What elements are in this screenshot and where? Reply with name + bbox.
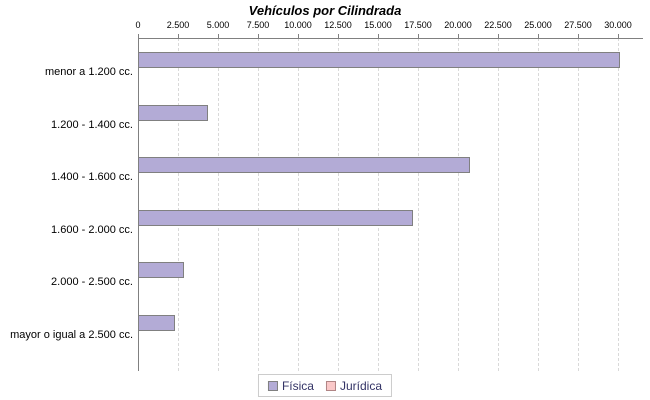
legend-item-juridica: Jurídica	[325, 378, 383, 393]
category-label: mayor o igual a 2.500 cc.	[10, 329, 133, 341]
gridline	[218, 38, 219, 371]
chart-title: Vehículos por Cilindrada	[248, 3, 402, 18]
gridline	[258, 38, 259, 371]
bar-fisica	[138, 104, 208, 121]
tick-mark	[218, 34, 219, 38]
bar-fisica	[138, 52, 620, 68]
x-tick-label: 27.500	[564, 20, 592, 30]
category-label: 2.000 - 2.500 cc.	[51, 276, 133, 289]
gridline	[338, 38, 339, 371]
legend-swatch-icon	[267, 380, 278, 391]
x-tick-label: 20.000	[444, 20, 472, 30]
bar-fisica	[138, 315, 175, 331]
tick-mark	[418, 34, 419, 38]
gridline	[298, 38, 299, 371]
tick-mark	[538, 34, 539, 38]
x-tick-label: 0	[135, 20, 141, 30]
gridline	[578, 38, 579, 371]
bar-fisica	[138, 262, 184, 279]
tick-mark	[458, 34, 459, 38]
category-label: 1.600 - 2.000 cc.	[51, 223, 133, 236]
category-label: 1.400 - 1.600 cc.	[51, 171, 133, 184]
x-tick-label: 12.500	[324, 20, 352, 30]
tick-mark	[378, 34, 379, 38]
tick-mark	[498, 34, 499, 38]
gridline	[538, 38, 539, 371]
x-tick-label: 25.000	[524, 20, 552, 30]
x-tick-label: 5.000	[206, 20, 230, 30]
tick-mark	[138, 34, 139, 38]
category-label: 1.200 - 1.400 cc.	[51, 118, 133, 131]
tick-mark	[298, 34, 299, 38]
legend-item-fisica: Física	[267, 378, 314, 393]
tick-mark	[178, 34, 179, 38]
legend-swatch-icon	[325, 380, 336, 391]
bar-fisica	[138, 209, 413, 226]
x-axis-line	[138, 38, 643, 39]
tick-mark	[258, 34, 259, 38]
gridline	[178, 38, 179, 371]
tick-mark	[338, 34, 339, 38]
x-tick-label: 2.500	[166, 20, 190, 30]
bar-fisica	[138, 157, 470, 174]
x-tick-label: 7.500	[246, 20, 270, 30]
gridline	[618, 38, 619, 371]
tick-mark	[578, 34, 579, 38]
gridline	[418, 38, 419, 371]
legend-label: Jurídica	[339, 378, 383, 393]
x-tick-label: 15.000	[364, 20, 392, 30]
x-tick-label: 30.000	[604, 20, 632, 30]
x-tick-label: 22.500	[484, 20, 512, 30]
legend: Física Jurídica	[257, 374, 393, 397]
x-tick-label: 10.000	[284, 20, 312, 30]
category-label: menor a 1.200 cc.	[44, 66, 133, 78]
gridline	[378, 38, 379, 371]
gridline	[498, 38, 499, 371]
tick-mark	[618, 34, 619, 38]
gridline	[458, 38, 459, 371]
legend-label: Física	[281, 378, 314, 393]
x-tick-label: 17.500	[404, 20, 432, 30]
y-axis-line	[138, 38, 139, 371]
